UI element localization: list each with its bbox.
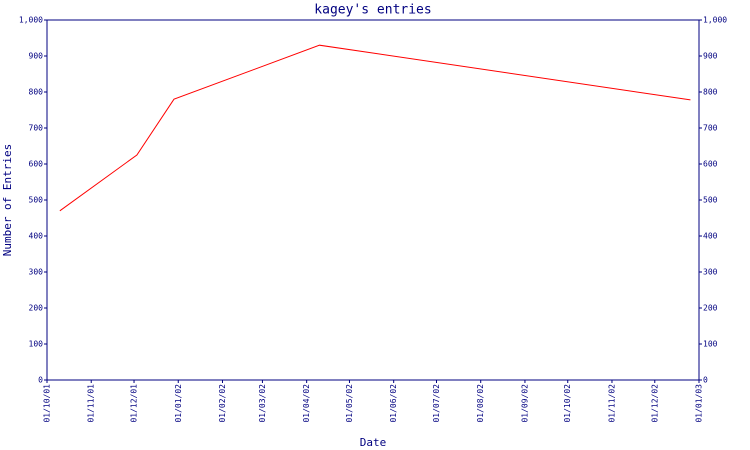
y2-tick-label: 100 <box>703 340 718 349</box>
y-tick-label: 800 <box>29 88 44 97</box>
x-axis-label: Date <box>360 436 387 449</box>
y2-tick-label: 700 <box>703 124 718 133</box>
y2-tick-label: 200 <box>703 304 718 313</box>
x-tick-label: 01/04/02 <box>302 384 311 423</box>
y-tick-label: 0 <box>38 376 43 385</box>
y2-tick-label: 400 <box>703 232 718 241</box>
y-tick-label: 300 <box>29 268 44 277</box>
y2-tick-label: 1,000 <box>703 16 727 25</box>
y2-tick-label: 0 <box>703 376 708 385</box>
y-axis-label: Number of Entries <box>1 144 14 257</box>
x-tick-label: 01/05/02 <box>345 384 354 423</box>
y-tick-label: 200 <box>29 304 44 313</box>
y-tick-label: 1,000 <box>19 16 43 25</box>
x-tick-label: 01/02/02 <box>218 384 227 423</box>
y-tick-label: 500 <box>29 196 44 205</box>
y-tick-label: 100 <box>29 340 44 349</box>
y2-tick-label: 500 <box>703 196 718 205</box>
x-tick-label: 01/09/02 <box>520 384 529 423</box>
y2-tick-label: 900 <box>703 52 718 61</box>
y2-tick-label: 600 <box>703 160 718 169</box>
x-tick-label: 01/01/02 <box>174 384 183 423</box>
x-tick-label: 01/10/01 <box>43 384 52 423</box>
x-tick-label: 01/12/01 <box>130 384 139 423</box>
x-tick-label: 01/10/02 <box>563 384 572 423</box>
x-tick-label: 01/11/02 <box>607 384 616 423</box>
x-tick-label: 01/06/02 <box>389 384 398 423</box>
y-tick-label: 600 <box>29 160 44 169</box>
line-series <box>59 44 691 212</box>
plot-frame <box>46 19 700 381</box>
y2-tick-label: 800 <box>703 88 718 97</box>
y2-tick-label: 300 <box>703 268 718 277</box>
x-tick-label: 01/07/02 <box>432 384 441 423</box>
x-tick-label: 01/11/01 <box>87 384 96 423</box>
x-tick-label: 01/12/02 <box>650 384 659 423</box>
y-tick-label: 900 <box>29 52 44 61</box>
x-tick-label: 01/01/03 <box>695 384 704 423</box>
x-tick-label: 01/03/02 <box>258 384 267 423</box>
chart-title: kagey's entries <box>314 3 431 18</box>
y-tick-label: 700 <box>29 124 44 133</box>
x-tick-label: 01/08/02 <box>476 384 485 423</box>
y-tick-label: 400 <box>29 232 44 241</box>
